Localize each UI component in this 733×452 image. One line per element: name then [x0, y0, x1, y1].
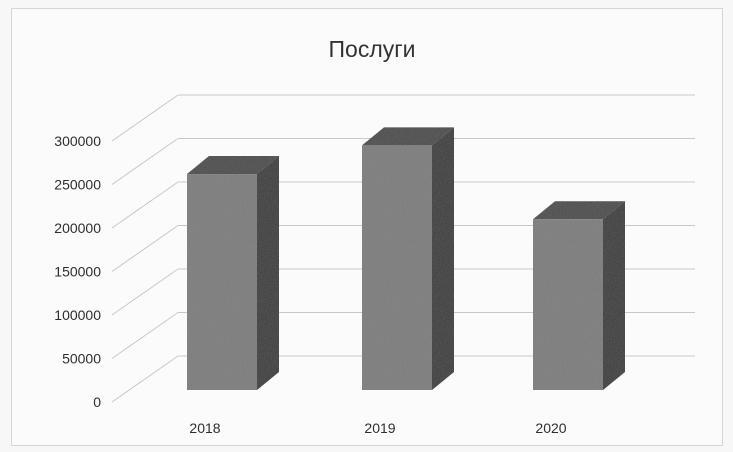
y-tick-label: 200000: [54, 220, 101, 236]
bar: [187, 156, 279, 390]
x-tick-label: 2020: [535, 420, 566, 436]
y-tick-label: 0: [93, 394, 101, 410]
gridline: [111, 94, 695, 142]
bar-front: [362, 145, 432, 390]
bar: [362, 127, 454, 390]
y-tick-label: 250000: [54, 177, 101, 193]
bar-side: [257, 156, 279, 390]
bar: [533, 201, 625, 390]
x-axis-ticks: 2018 2019 2020: [189, 420, 566, 436]
y-tick-label: 100000: [54, 307, 101, 323]
bar-side: [432, 127, 454, 390]
y-axis-ticks: 0 50000 100000 150000 200000 250000 300000: [54, 133, 101, 410]
bar-front: [187, 174, 257, 390]
y-tick-label: 300000: [54, 133, 101, 149]
x-tick-label: 2019: [364, 420, 395, 436]
chart-title: Послуги: [329, 36, 416, 62]
bar-side: [603, 201, 625, 390]
x-tick-label: 2018: [189, 420, 220, 436]
bar-top: [533, 201, 625, 220]
bar-top: [187, 156, 279, 175]
y-tick-label: 150000: [54, 264, 101, 280]
bar-top: [362, 127, 454, 146]
y-tick-label: 50000: [62, 351, 101, 367]
bar-front: [533, 219, 603, 390]
bars: [187, 127, 625, 390]
